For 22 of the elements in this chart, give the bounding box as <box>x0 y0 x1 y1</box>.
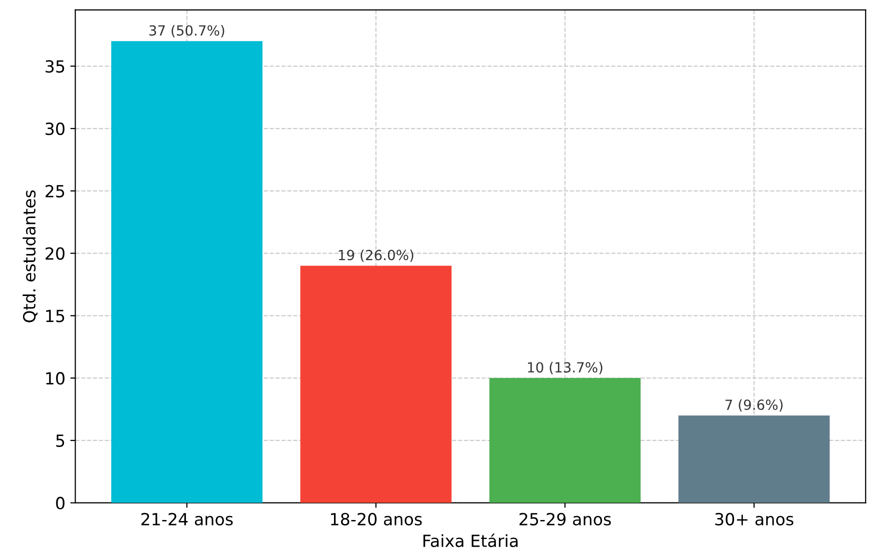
bar <box>300 266 452 503</box>
y-axis-title: Qtd. estudantes <box>22 190 38 322</box>
data-label: 19 (26.0%) <box>338 250 414 262</box>
y-tick-label: 30 <box>46 122 64 136</box>
y-tick-label: 25 <box>46 184 64 198</box>
bar <box>489 378 641 503</box>
y-tick-label: 20 <box>46 247 64 260</box>
y-tick-label: 35 <box>46 60 64 73</box>
y-tick-label: 5 <box>56 434 64 448</box>
x-tick-label: 25-29 anos <box>520 512 611 526</box>
x-tick-label: 21-24 anos <box>141 512 233 526</box>
x-tick-label: 30+ anos <box>715 512 794 526</box>
y-tick-label: 0 <box>56 496 64 510</box>
data-label: 10 (13.7%) <box>528 362 602 374</box>
x-tick-label: 18-20 anos <box>331 512 422 526</box>
bar <box>678 415 830 503</box>
y-tick-label: 10 <box>46 372 64 385</box>
y-tick-label: 15 <box>46 310 64 322</box>
bar <box>111 41 262 503</box>
data-label: 7 (9.6%) <box>726 399 783 412</box>
x-axis-title: Faixa Etária <box>423 534 518 548</box>
data-label: 37 (50.7%) <box>149 24 224 38</box>
